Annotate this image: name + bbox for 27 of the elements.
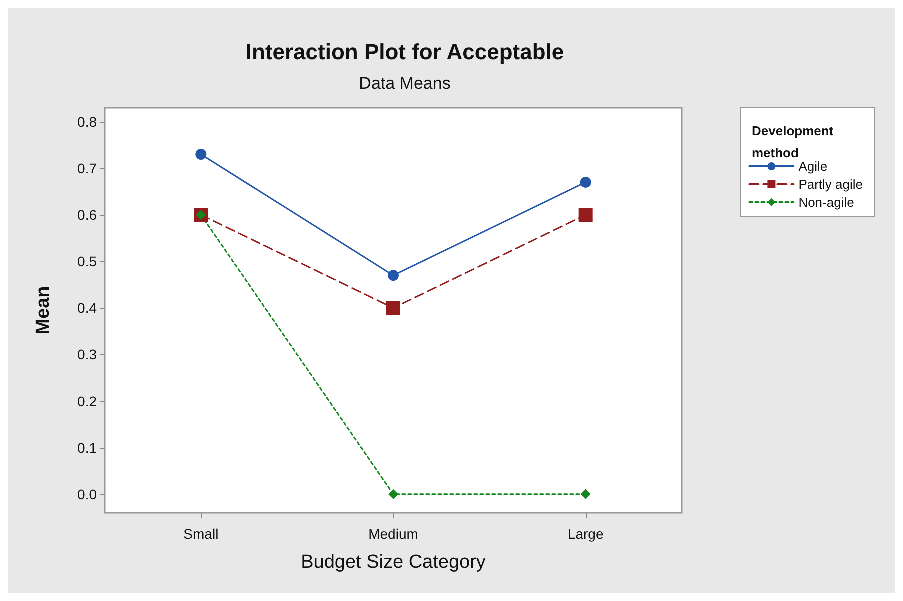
point <box>580 489 591 500</box>
x-tick-label: Small <box>184 526 219 542</box>
legend-title: Development method <box>752 124 838 160</box>
legend-label: Partly agile <box>798 177 864 192</box>
y-tick-label: 0.3 <box>78 346 98 363</box>
x-axis-title: Budget Size Category <box>301 552 486 573</box>
point <box>580 176 592 188</box>
chart-title: Interaction Plot for Acceptable <box>246 40 564 64</box>
point <box>578 208 593 222</box>
x-tick-label: Large <box>568 526 604 542</box>
chart-subtitle: Data Means <box>359 74 451 93</box>
y-tick-label: 0.8 <box>78 114 98 130</box>
point <box>386 301 400 316</box>
legend-label: Non-agile <box>798 195 854 210</box>
y-tick-label: 0.5 <box>78 254 98 270</box>
y-tick-label: 0.1 <box>78 440 98 456</box>
x-tick-label: Medium <box>368 526 418 542</box>
y-tick-label: 0.2 <box>78 393 98 410</box>
y-axis-title: Mean <box>33 286 54 335</box>
point <box>388 270 399 282</box>
y-tick-label: 0.7 <box>78 160 98 177</box>
y-tick-label: 0.6 <box>78 207 98 224</box>
legend-label: Agile <box>798 159 828 174</box>
y-tick-label: 0.0 <box>78 486 98 502</box>
point <box>388 489 398 500</box>
point <box>196 149 207 160</box>
y-tick-label: 0.4 <box>78 300 98 316</box>
